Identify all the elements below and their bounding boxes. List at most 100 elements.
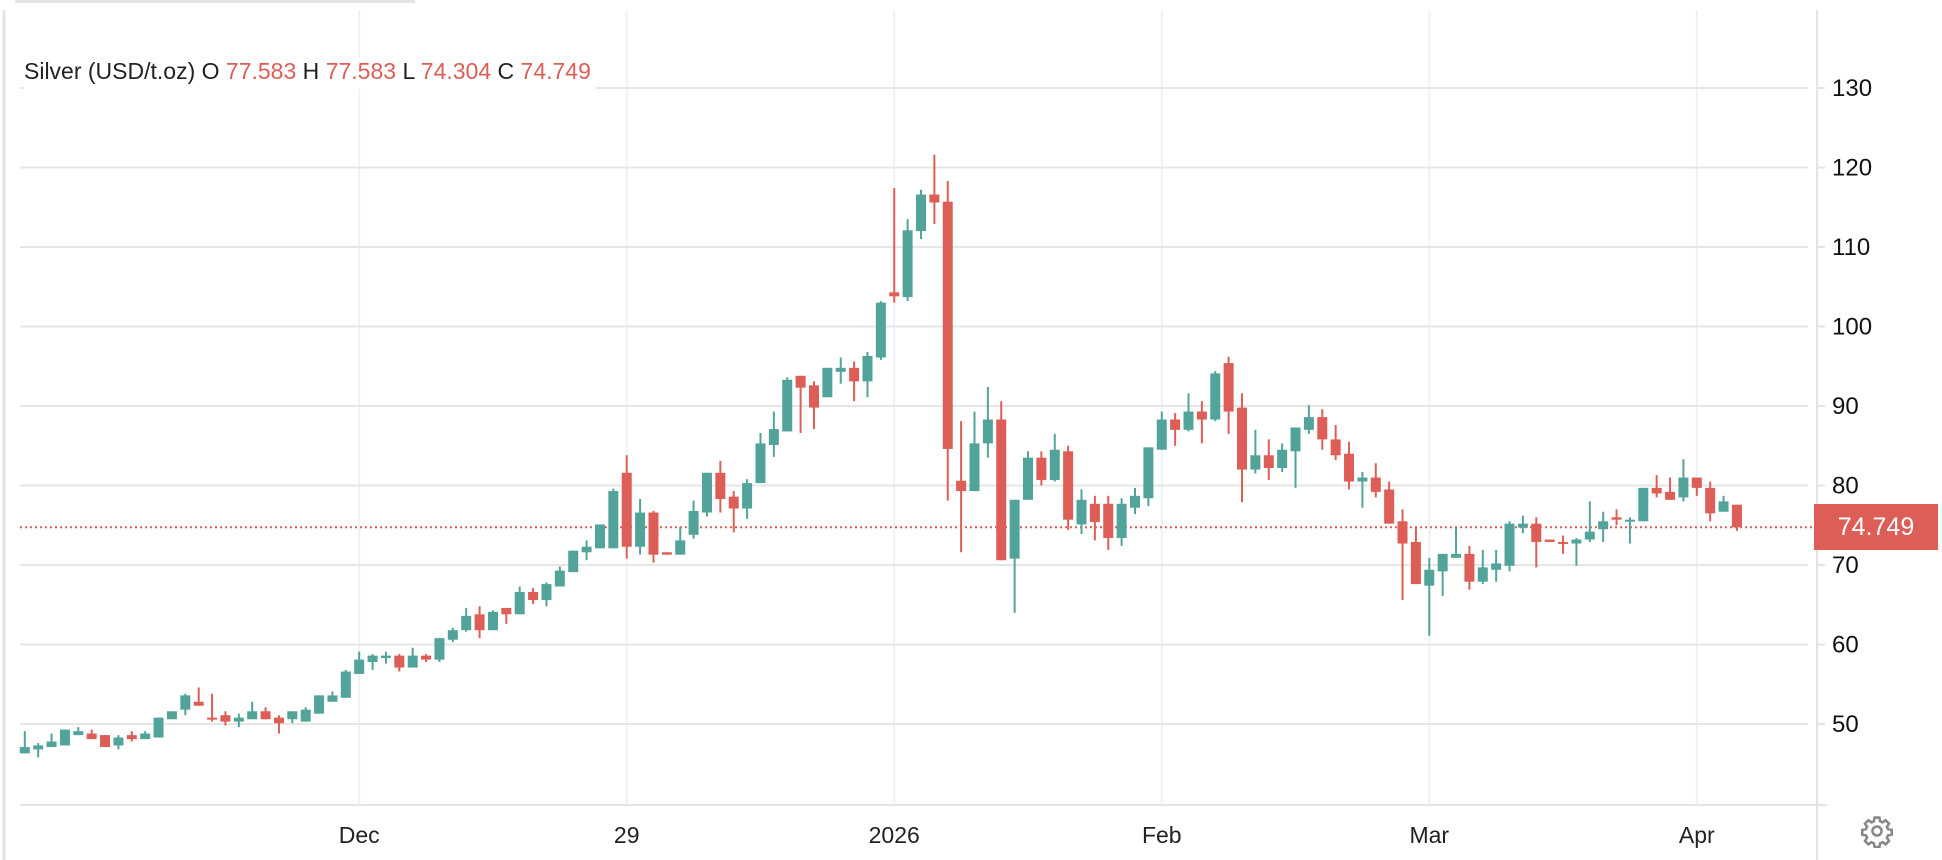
candle-down[interactable] (1384, 489, 1395, 524)
candle-up[interactable] (782, 379, 793, 432)
candle-up[interactable] (1638, 487, 1649, 522)
candle-up[interactable] (915, 194, 926, 232)
candle-down[interactable] (1665, 491, 1676, 500)
candle-up[interactable] (1678, 477, 1689, 498)
candle-up[interactable] (1290, 427, 1301, 452)
candle-up[interactable] (1571, 539, 1582, 544)
candle-down[interactable] (86, 733, 97, 740)
candle-down[interactable] (1036, 457, 1047, 480)
candle-up[interactable] (487, 611, 498, 631)
candle-up[interactable] (755, 443, 766, 484)
candle-up[interactable] (568, 550, 579, 573)
candle-down[interactable] (996, 419, 1007, 561)
candle-up[interactable] (327, 695, 338, 702)
candle-down[interactable] (1397, 521, 1408, 544)
gear-icon[interactable] (1860, 814, 1894, 848)
candle-up[interactable] (1130, 495, 1141, 508)
candle-down[interactable] (1344, 453, 1355, 482)
candle-down[interactable] (1410, 541, 1421, 585)
candle-up[interactable] (1451, 553, 1462, 558)
candle-down[interactable] (1317, 417, 1328, 440)
candle-down[interactable] (100, 735, 111, 748)
candle-down[interactable] (849, 367, 860, 382)
candle-up[interactable] (300, 709, 311, 722)
candle-up[interactable] (1357, 477, 1368, 482)
candle-down[interactable] (621, 472, 632, 547)
candle-up[interactable] (314, 695, 325, 714)
candle-up[interactable] (461, 615, 472, 631)
candle-down[interactable] (126, 735, 137, 740)
candle-down[interactable] (1223, 363, 1234, 412)
candle-up[interactable] (1517, 523, 1528, 528)
candle-up[interactable] (514, 592, 525, 615)
candle-up[interactable] (247, 711, 258, 720)
candle-down[interactable] (956, 480, 967, 492)
candle-up[interactable] (1491, 563, 1502, 570)
candle-down[interactable] (808, 385, 819, 408)
candle-up[interactable] (1303, 417, 1314, 430)
candle-up[interactable] (1183, 411, 1194, 430)
candle-up[interactable] (380, 655, 391, 659)
candle-down[interactable] (501, 607, 512, 615)
candle-up[interactable] (367, 655, 378, 662)
candle-up[interactable] (447, 630, 458, 640)
candle-down[interactable] (260, 711, 271, 720)
candle-up[interactable] (982, 419, 993, 444)
candle-up[interactable] (1143, 447, 1154, 499)
candle-up[interactable] (73, 731, 84, 736)
candle-up[interactable] (969, 443, 980, 492)
candle-down[interactable] (1651, 487, 1662, 494)
candle-down[interactable] (648, 512, 659, 555)
candle-up[interactable] (1116, 503, 1127, 538)
candle-down[interactable] (1691, 477, 1702, 488)
candle-up[interactable] (554, 570, 565, 587)
candle-up[interactable] (1504, 523, 1515, 566)
candle-down[interactable] (1170, 419, 1181, 430)
candle-down[interactable] (929, 194, 940, 203)
candle-down[interactable] (728, 496, 739, 509)
candle-up[interactable] (19, 747, 30, 754)
candle-up[interactable] (166, 711, 177, 720)
candle-down[interactable] (220, 715, 231, 722)
candle-up[interactable] (862, 355, 873, 382)
candle-down[interactable] (1731, 504, 1742, 528)
candle-down[interactable] (1611, 517, 1622, 520)
candle-down[interactable] (1705, 487, 1716, 514)
candle-down[interactable] (942, 201, 953, 449)
candle-down[interactable] (1196, 411, 1207, 420)
candle-down[interactable] (1370, 477, 1381, 492)
candle-up[interactable] (33, 745, 44, 750)
candle-up[interactable] (581, 546, 592, 553)
candle-up[interactable] (59, 729, 70, 746)
candle-up[interactable] (1624, 519, 1635, 522)
candle-down[interactable] (1237, 407, 1248, 470)
candle-up[interactable] (1598, 521, 1609, 530)
candle-up[interactable] (46, 741, 57, 748)
candle-up[interactable] (1477, 567, 1488, 582)
candle-down[interactable] (528, 592, 539, 600)
candle-up[interactable] (1718, 501, 1729, 512)
candle-up[interactable] (180, 695, 191, 710)
candle-down[interactable] (661, 552, 672, 555)
candle-up[interactable] (822, 367, 833, 398)
candle-down[interactable] (421, 655, 432, 660)
candle-down[interactable] (889, 292, 900, 297)
candle-down[interactable] (273, 717, 284, 724)
candle-down[interactable] (1330, 439, 1341, 456)
candle-down[interactable] (1063, 451, 1074, 520)
candle-down[interactable] (1544, 539, 1555, 542)
candle-up[interactable] (1023, 457, 1033, 500)
candle-down[interactable] (715, 472, 726, 500)
candle-up[interactable] (902, 230, 913, 298)
candle-up[interactable] (835, 367, 846, 372)
candle-up[interactable] (635, 512, 646, 547)
candle-up[interactable] (688, 510, 699, 535)
candle-up[interactable] (354, 659, 365, 674)
candle-up[interactable] (1076, 499, 1087, 525)
candle-up[interactable] (140, 733, 151, 740)
candle-up[interactable] (875, 302, 886, 358)
candle-down[interactable] (193, 701, 204, 706)
candle-up[interactable] (434, 638, 445, 660)
candle-down[interactable] (1464, 553, 1475, 582)
